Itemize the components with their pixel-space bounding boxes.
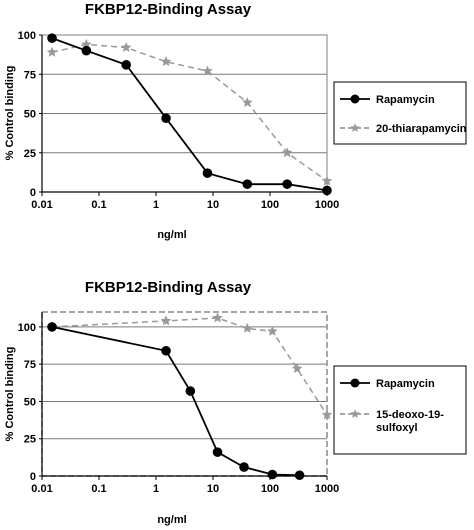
data-point-circle [202,168,213,178]
chart-title: FKBP12-Binding Assay [85,1,252,18]
x-tick-label: 1 [153,199,159,211]
legend-label: Rapamycin [376,378,435,390]
data-point-circle [121,60,131,70]
data-point-circle [239,462,249,472]
data-point-circle [242,179,253,189]
chart-panel-2: FKBP12-Binding Assay 0 25 50 75 100 0.01 0.1 1 10… [4,279,467,526]
series-line-2 [51,43,328,182]
x-tick-label: 1000 [315,483,339,495]
y-tick-label: 100 [18,322,36,334]
data-point-star [160,56,172,67]
data-point-circle [185,386,196,396]
series-line-2 [51,317,328,416]
data-point-star [291,363,303,374]
x-tick-label: 10 [207,199,219,211]
chart-title: FKBP12-Binding Assay [85,279,252,296]
series-line-1 [51,37,328,192]
data-point-star [46,46,58,57]
x-tick-label: 0.01 [31,483,52,495]
data-point-circle [212,447,223,457]
y-tick-label: 50 [24,396,36,408]
legend-label: 20-thiarapamycin [376,123,467,135]
x-tick-label: 0.01 [31,199,52,211]
data-point-circle [47,33,57,43]
y-axis-label: % Control binding [4,347,16,442]
y-axis-label: % Control binding [4,66,16,161]
x-tick-label: 1000 [315,199,339,211]
y-tick-label: 0 [30,187,36,199]
x-tick-label: 100 [261,483,279,495]
data-point-circle [267,469,278,480]
data-point-circle [81,45,92,56]
data-point-circle [161,113,171,124]
legend-marker-circle [350,378,360,388]
data-point-star [241,322,253,333]
y-tick-label: 100 [18,30,36,42]
legend-marker-circle [350,94,360,104]
y-tick-label: 25 [24,148,36,160]
data-point-star [120,41,132,53]
legend-box [333,81,467,145]
data-point-circle [47,322,57,332]
x-tick-label: 100 [261,199,279,211]
chart-panel-1: FKBP12-Binding Assay 0 25 50 75 100 0.01 0.1 1 10… [4,1,467,241]
legend-label: 15-deoxo-19-sulfoxyl [376,409,444,434]
data-point-circle [322,185,332,196]
y-tick-label: 0 [30,471,36,483]
data-point-star [281,147,293,158]
data-point-star [241,96,253,108]
data-point-star [266,325,278,336]
data-point-circle [282,179,292,189]
data-point-star [321,409,333,420]
data-point-circle [294,470,305,481]
x-tick-label: 0.1 [91,199,106,211]
x-axis-label: ng/ml [157,229,186,241]
y-tick-label: 50 [24,109,36,121]
plot-area-border [41,311,328,477]
data-point-star [321,175,333,186]
x-tick-label: 1 [153,483,159,495]
legend-label: Rapamycin [376,94,435,106]
data-point-star [212,312,223,323]
x-tick-label: 0.1 [91,483,106,495]
data-point-star [160,315,172,326]
x-axis-label: ng/ml [157,514,186,526]
legend-marker-star [350,123,360,132]
y-tick-label: 75 [24,359,36,371]
data-point-star [202,65,213,76]
legend-marker-star [350,409,360,418]
y-tick-label: 75 [24,69,36,81]
x-tick-label: 10 [207,483,219,495]
data-point-circle [161,345,171,356]
y-tick-label: 25 [24,434,36,446]
